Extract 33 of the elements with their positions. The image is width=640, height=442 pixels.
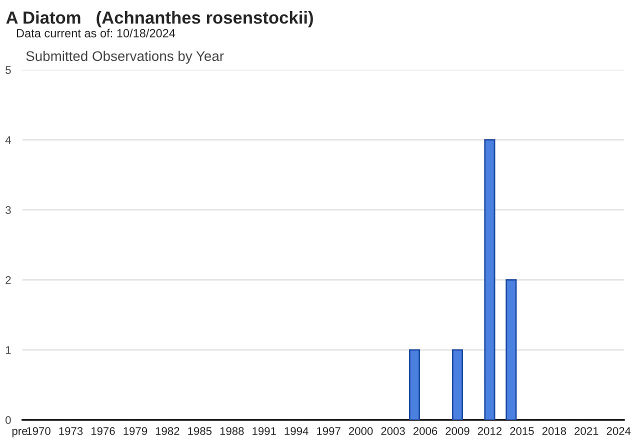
x-tick-label: 1991 [252, 427, 276, 436]
x-tick-label: 1973 [59, 427, 83, 436]
x-tick-label: 1994 [284, 427, 308, 436]
x-tick-label: 1997 [317, 427, 340, 436]
bar [452, 349, 464, 420]
x-tick-label: 2021 [574, 427, 598, 436]
chart-subtitle: Data current as of: 10/18/2024 [16, 28, 176, 38]
y-tick-label: 3 [6, 206, 11, 214]
y-tick-label: 2 [6, 276, 11, 284]
text: Submitted Observations by Year [26, 50, 224, 64]
x-tick-label: 2006 [413, 427, 438, 436]
x-tick-label: 1976 [91, 427, 115, 436]
chart-title: A Diatom (Achnanthes rosenstockii) [6, 11, 313, 28]
y-tick-label: 5 [6, 66, 11, 74]
x-tick-label: 2018 [542, 427, 566, 436]
x-tick-label: 1985 [188, 427, 212, 436]
x-tick-label: 1988 [220, 427, 244, 436]
x-tick-label: 2009 [446, 427, 470, 436]
x-tick-label: 2015 [510, 427, 534, 436]
bar [484, 139, 496, 420]
y-tick-label: 4 [5, 136, 11, 144]
x-tick-label: 2012 [478, 427, 502, 436]
bar [408, 349, 420, 420]
y-tick-label: 1 [6, 346, 11, 354]
x-tick-label: 1982 [156, 427, 180, 436]
x-tick-label: 1970 [27, 427, 50, 436]
y-tick-label: 0 [6, 416, 11, 424]
x-tick-label: 1979 [124, 427, 148, 436]
bar [506, 279, 517, 420]
x-tick-label: 2000 [349, 427, 373, 436]
x-tick-label: 2024 [606, 427, 631, 436]
x-tick-label: pre [12, 428, 28, 438]
x-tick-label: 2003 [381, 427, 405, 436]
